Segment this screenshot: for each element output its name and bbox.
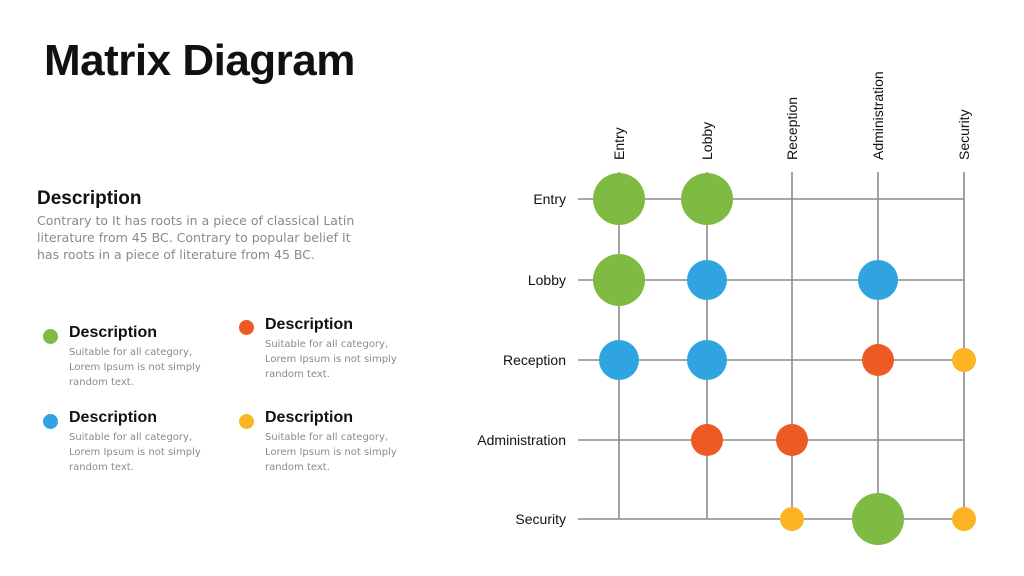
matrix-cell-green-circle [852,493,904,545]
legend-text: Suitable for all category, Lorem Ipsum i… [69,432,201,473]
matrix-cell-orange-circle [691,424,723,456]
legend-text: Suitable for all category, Lorem Ipsum i… [69,347,201,388]
row-label: Entry [533,191,566,207]
row-label: Administration [477,432,566,448]
orange-dot-icon [239,320,254,335]
matrix-cell-orange-circle [776,424,808,456]
matrix-cell-yellow-circle [952,507,976,531]
matrix-cell-orange-circle [862,344,894,376]
matrix-cell-blue-circle [599,340,639,380]
legend-text: Suitable for all category, Lorem Ipsum i… [265,432,397,473]
matrix-cell-green-circle [593,254,645,306]
legend-title: Description [69,409,158,426]
matrix-cell-green-circle [681,173,733,225]
description-heading: Description [37,188,142,209]
legend-title: Description [69,324,158,341]
matrix-cell-blue-circle [687,260,727,300]
matrix-cell-yellow-circle [952,348,976,372]
matrix-cell-blue-circle [858,260,898,300]
row-label: Reception [503,352,566,368]
column-label: Administration [870,71,886,160]
description-body: Contrary to It has roots in a piece of c… [37,213,355,262]
legend-text: Suitable for all category, Lorem Ipsum i… [265,339,397,380]
column-label: Lobby [699,122,715,160]
matrix-cell-blue-circle [687,340,727,380]
row-label: Security [515,511,566,527]
row-label: Lobby [528,272,566,288]
yellow-dot-icon [239,414,254,429]
legend-title: Description [265,409,354,426]
blue-dot-icon [43,414,58,429]
column-label: Reception [784,97,800,160]
column-label: Entry [611,127,627,160]
page-title: Matrix Diagram [44,36,355,85]
legend-title: Description [265,316,354,333]
green-dot-icon [43,329,58,344]
matrix-cell-yellow-circle [780,507,804,531]
column-label: Security [956,109,972,160]
matrix-cell-green-circle [593,173,645,225]
